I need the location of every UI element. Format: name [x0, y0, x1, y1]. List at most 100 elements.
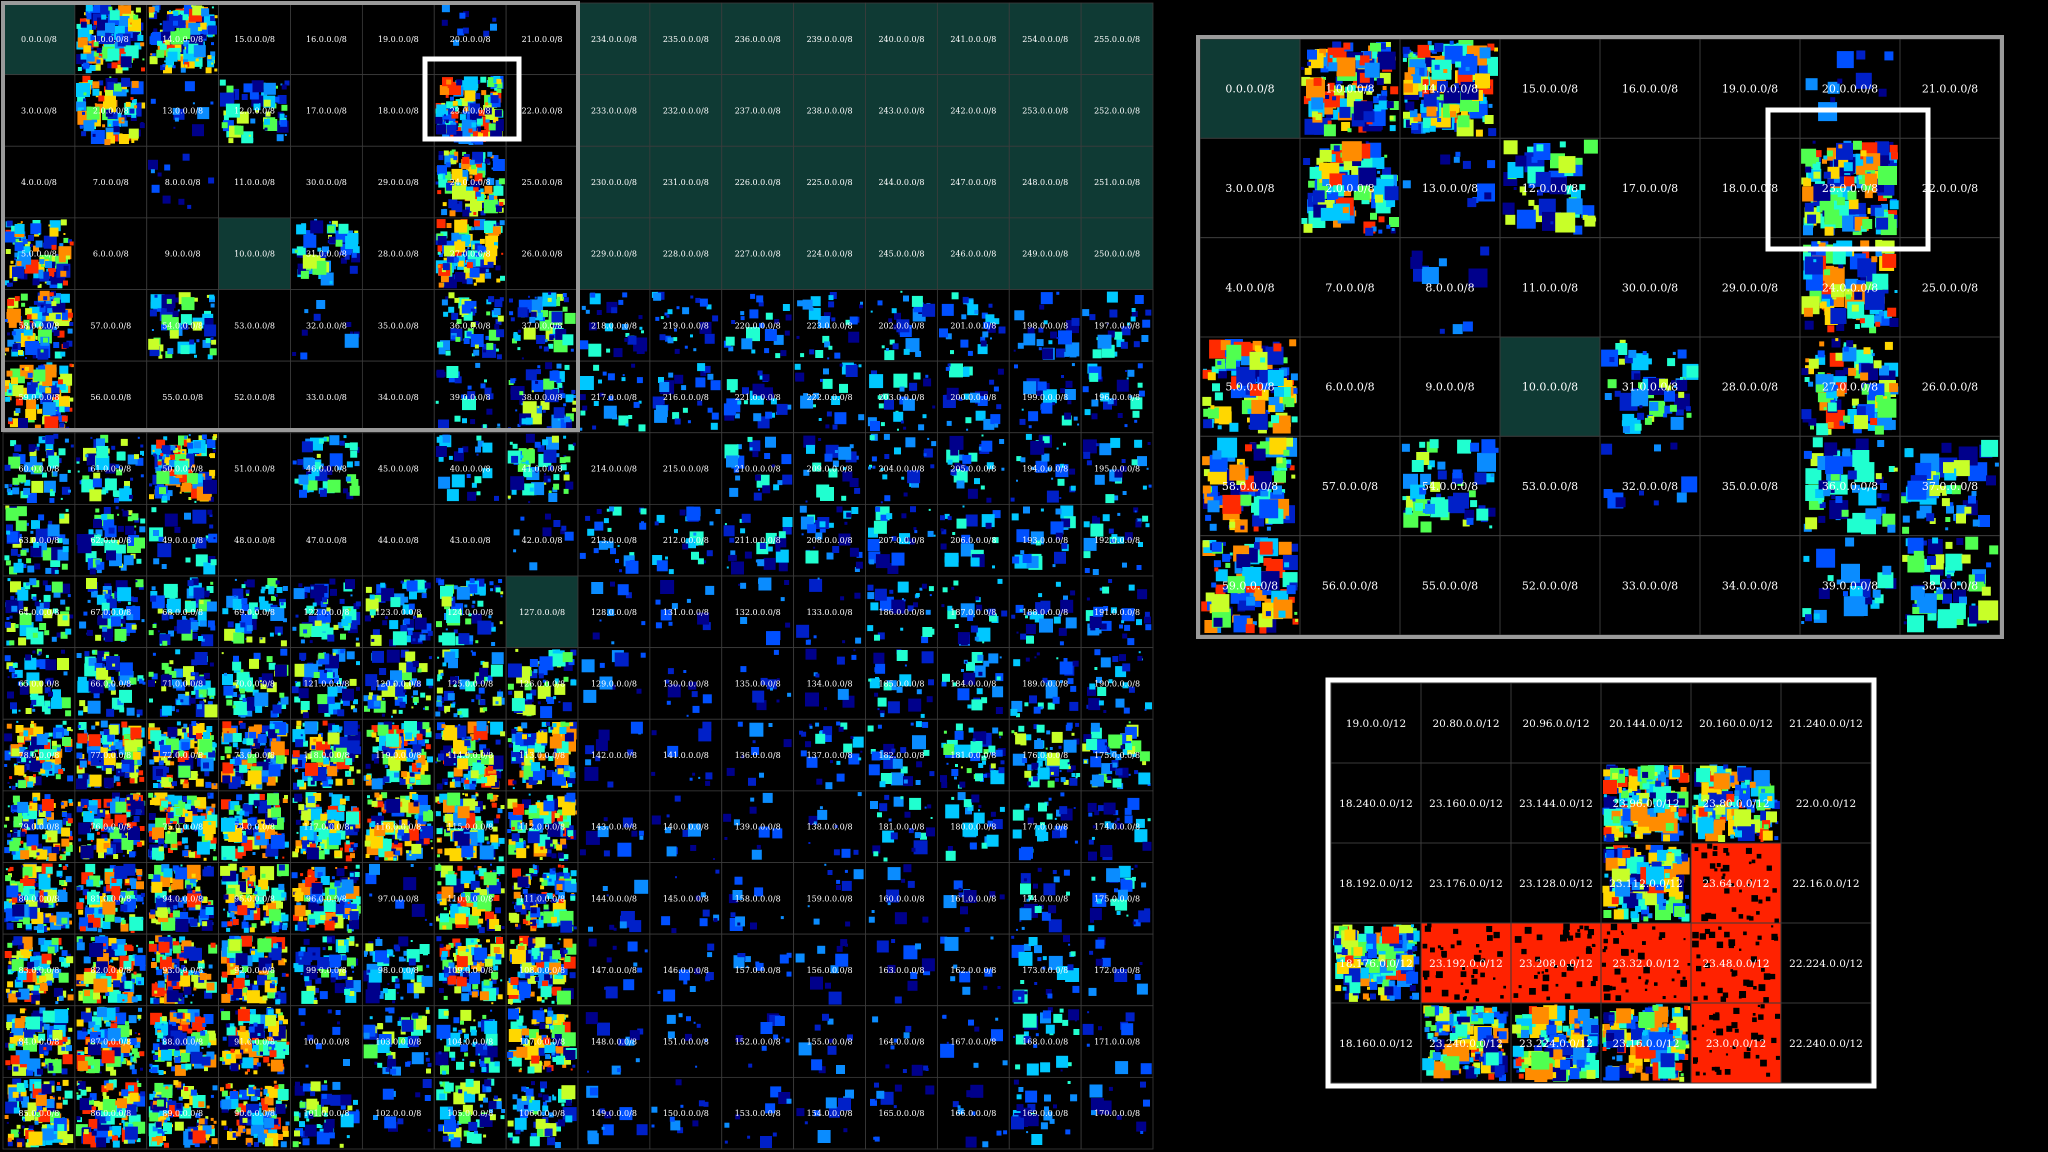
- address-block-cell[interactable]: 9.0.0.0/8: [146, 217, 220, 290]
- address-block-cell[interactable]: 8.0.0.0/8: [146, 145, 220, 219]
- address-block-cell[interactable]: 23.0.0.0/8: [433, 74, 507, 147]
- address-block-cell[interactable]: 220.0.0.0/8: [721, 289, 795, 362]
- address-block-cell[interactable]: 72.0.0.0/8: [146, 718, 220, 792]
- address-block-cell[interactable]: 222.0.0.0/8: [793, 360, 866, 434]
- address-block-cell[interactable]: 199.0.0.0/8: [1008, 360, 1082, 434]
- address-block-cell[interactable]: 221.0.0.0/8: [721, 360, 795, 434]
- address-block-cell[interactable]: 28.0.0.0/8: [361, 217, 435, 290]
- address-block-cell[interactable]: 207.0.0.0/8: [865, 503, 938, 577]
- address-block-cell[interactable]: 232.0.0.0/8: [649, 74, 723, 147]
- address-block-cell[interactable]: 55.0.0.0/8: [146, 360, 220, 434]
- address-block-cell[interactable]: 48.0.0.0/8: [218, 503, 291, 577]
- address-block-cell[interactable]: 127.0.0.0/8: [505, 575, 579, 649]
- address-block-cell[interactable]: 63.0.0.0/8: [2, 503, 76, 577]
- address-block-cell[interactable]: 209.0.0.0/8: [793, 432, 866, 505]
- address-block-cell[interactable]: 13.0.0.0/8: [146, 74, 220, 147]
- address-block-cell[interactable]: 129.0.0.0/8: [577, 647, 651, 720]
- address-block-cell[interactable]: 235.0.0.0/8: [649, 2, 723, 76]
- address-block-cell[interactable]: 130.0.0.0/8: [649, 647, 723, 720]
- address-block-cell[interactable]: 210.0.0.0/8: [721, 432, 795, 505]
- address-block-cell[interactable]: 206.0.0.0/8: [936, 503, 1010, 577]
- address-block-cell[interactable]: 227.0.0.0/8: [721, 217, 795, 290]
- address-block-cell[interactable]: 226.0.0.0/8: [721, 145, 795, 219]
- address-block-cell[interactable]: 135.0.0.0/8: [721, 647, 795, 720]
- address-block-cell[interactable]: 62.0.0.0/8: [74, 503, 148, 577]
- address-block-cell[interactable]: 38.0.0.0/8: [505, 360, 579, 434]
- address-block-cell[interactable]: 242.0.0.0/8: [936, 74, 1010, 147]
- address-block-cell[interactable]: 6.0.0.0/8: [74, 217, 148, 290]
- address-block-cell[interactable]: 229.0.0.0/8: [577, 217, 651, 290]
- address-block-cell[interactable]: 246.0.0.0/8: [936, 217, 1010, 290]
- address-block-cell[interactable]: 46.0.0.0/8: [290, 432, 363, 505]
- address-block-cell[interactable]: 31.0.0.0/8: [290, 217, 363, 290]
- address-block-cell[interactable]: 19.0.0.0/8: [361, 2, 435, 76]
- address-block-cell[interactable]: 234.0.0.0/8: [577, 2, 651, 76]
- address-block-cell[interactable]: 219.0.0.0/8: [649, 289, 723, 362]
- address-block-cell[interactable]: 64.0.0.0/8: [2, 575, 76, 649]
- address-block-cell[interactable]: 1.0.0.0/8: [74, 2, 148, 76]
- address-block-cell[interactable]: 187.0.0.0/8: [936, 575, 1010, 649]
- address-block-cell[interactable]: 45.0.0.0/8: [361, 432, 435, 505]
- address-block-cell[interactable]: 39.0.0.0/8: [433, 360, 507, 434]
- address-block-cell[interactable]: 243.0.0.0/8: [865, 74, 938, 147]
- address-block-cell[interactable]: 122.0.0.0/8: [290, 575, 363, 649]
- address-block-cell[interactable]: 126.0.0.0/8: [505, 647, 579, 720]
- address-block-cell[interactable]: 57.0.0.0/8: [74, 289, 148, 362]
- address-block-cell[interactable]: 68.0.0.0/8: [146, 575, 220, 649]
- address-block-cell[interactable]: 18.0.0.0/8: [361, 74, 435, 147]
- address-block-cell[interactable]: 241.0.0.0/8: [936, 2, 1010, 76]
- address-block-cell[interactable]: 254.0.0.0/8: [1008, 2, 1082, 76]
- address-block-cell[interactable]: 208.0.0.0/8: [793, 503, 866, 577]
- address-block-cell[interactable]: 12.0.0.0/8: [218, 74, 291, 147]
- address-block-cell[interactable]: 56.0.0.0/8: [74, 360, 148, 434]
- address-block-cell[interactable]: 189.0.0.0/8: [1008, 647, 1082, 720]
- address-block-cell[interactable]: 247.0.0.0/8: [936, 145, 1010, 219]
- address-block-cell[interactable]: 47.0.0.0/8: [290, 503, 363, 577]
- address-block-cell[interactable]: 133.0.0.0/8: [793, 575, 866, 649]
- address-block-cell[interactable]: 198.0.0.0/8: [1008, 289, 1082, 362]
- address-block-cell[interactable]: 202.0.0.0/8: [865, 289, 938, 362]
- address-block-cell[interactable]: 216.0.0.0/8: [649, 360, 723, 434]
- address-block-cell[interactable]: 245.0.0.0/8: [865, 217, 938, 290]
- address-block-cell[interactable]: 236.0.0.0/8: [721, 2, 795, 76]
- address-block-cell[interactable]: 191.0.0.0/8: [1080, 575, 1154, 649]
- address-block-cell[interactable]: 58.0.0.0/8: [2, 289, 76, 362]
- address-block-cell[interactable]: 41.0.0.0/8: [505, 432, 579, 505]
- address-block-cell[interactable]: 197.0.0.0/8: [1080, 289, 1154, 362]
- address-block-cell[interactable]: 69.0.0.0/8: [218, 575, 291, 649]
- address-block-cell[interactable]: 248.0.0.0/8: [1008, 145, 1082, 219]
- address-block-cell[interactable]: 44.0.0.0/8: [361, 503, 435, 577]
- address-block-cell[interactable]: 186.0.0.0/8: [865, 575, 938, 649]
- address-block-cell[interactable]: 218.0.0.0/8: [577, 289, 651, 362]
- address-block-cell[interactable]: 190.0.0.0/8: [1080, 647, 1154, 720]
- address-block-cell[interactable]: 251.0.0.0/8: [1080, 145, 1154, 219]
- address-block-cell[interactable]: 49.0.0.0/8: [146, 503, 220, 577]
- address-block-cell[interactable]: 217.0.0.0/8: [577, 360, 651, 434]
- address-block-cell[interactable]: 11.0.0.0/8: [218, 145, 291, 219]
- address-block-cell[interactable]: 34.0.0.0/8: [361, 360, 435, 434]
- address-block-cell[interactable]: 121.0.0.0/8: [290, 647, 363, 720]
- address-block-cell[interactable]: 233.0.0.0/8: [577, 74, 651, 147]
- address-block-cell[interactable]: 5.0.0.0/8: [2, 217, 76, 290]
- address-block-cell[interactable]: 212.0.0.0/8: [649, 503, 723, 577]
- address-block-cell[interactable]: 205.0.0.0/8: [936, 432, 1010, 505]
- address-block-cell[interactable]: 134.0.0.0/8: [793, 647, 866, 720]
- address-block-cell[interactable]: 214.0.0.0/8: [577, 432, 651, 505]
- address-block-cell[interactable]: 244.0.0.0/8: [865, 145, 938, 219]
- address-block-cell[interactable]: 7.0.0.0/8: [74, 145, 148, 219]
- address-block-cell[interactable]: 211.0.0.0/8: [721, 503, 795, 577]
- address-block-cell[interactable]: 14.0.0.0/8: [146, 2, 220, 76]
- address-block-cell[interactable]: 194.0.0.0/8: [1008, 432, 1082, 505]
- address-block-cell[interactable]: 71.0.0.0/8: [146, 647, 220, 720]
- address-block-cell[interactable]: 224.0.0.0/8: [793, 217, 866, 290]
- address-block-cell[interactable]: 17.0.0.0/8: [290, 74, 363, 147]
- address-block-cell[interactable]: 35.0.0.0/8: [361, 289, 435, 362]
- address-block-cell[interactable]: 77.0.0.0/8: [74, 718, 148, 792]
- address-block-cell[interactable]: 196.0.0.0/8: [1080, 360, 1154, 434]
- address-block-cell[interactable]: 123.0.0.0/8: [361, 575, 435, 649]
- address-block-cell[interactable]: 33.0.0.0/8: [290, 360, 363, 434]
- address-block-cell[interactable]: 239.0.0.0/8: [793, 2, 866, 76]
- address-block-cell[interactable]: 43.0.0.0/8: [433, 503, 507, 577]
- address-block-cell[interactable]: 132.0.0.0/8: [721, 575, 795, 649]
- address-block-cell[interactable]: 237.0.0.0/8: [721, 74, 795, 147]
